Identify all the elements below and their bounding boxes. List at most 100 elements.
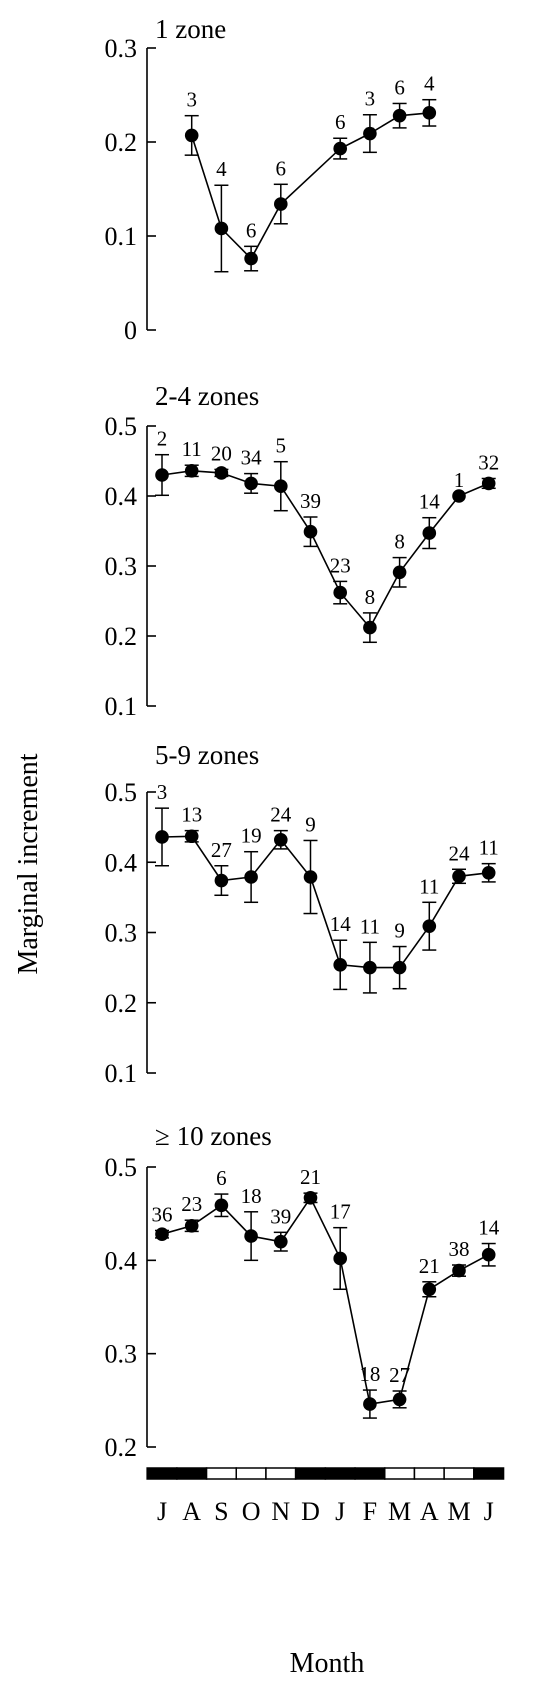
y-tick-label: 0.4 xyxy=(105,1246,138,1275)
y-tick-label: 0.2 xyxy=(105,1433,138,1462)
sample-size-label: 9 xyxy=(394,919,405,943)
month-bar-dark-segment xyxy=(176,1467,208,1480)
month-tick-label: N xyxy=(271,1497,290,1526)
sample-size-label: 24 xyxy=(449,841,471,865)
data-point xyxy=(303,870,318,884)
month-tick-label: F xyxy=(363,1497,377,1526)
panel-title: 5-9 zones xyxy=(155,740,259,770)
data-point xyxy=(392,108,407,123)
y-tick-label: 0.5 xyxy=(105,412,138,441)
y-tick-label: 0.1 xyxy=(105,1059,138,1088)
data-point xyxy=(214,221,229,236)
y-tick-label: 0.2 xyxy=(105,989,138,1018)
month-bar-light-segment xyxy=(413,1467,445,1480)
data-point xyxy=(214,1198,229,1213)
month-bar-dark-segment xyxy=(473,1467,505,1480)
data-point xyxy=(422,526,437,540)
sample-size-label: 27 xyxy=(389,1363,410,1387)
sample-size-label: 11 xyxy=(360,914,380,938)
sample-size-label: 9 xyxy=(305,812,316,836)
month-bar-light-segment xyxy=(265,1467,297,1480)
y-axis-label: Marginal increment xyxy=(13,753,44,974)
sample-size-label: 6 xyxy=(276,156,287,180)
data-point xyxy=(244,870,258,884)
month-tick-label: O xyxy=(242,1497,261,1526)
data-point xyxy=(422,919,437,933)
y-tick-label: 0.3 xyxy=(105,919,138,948)
data-point xyxy=(392,960,407,975)
data-point xyxy=(214,466,229,480)
sample-size-label: 6 xyxy=(246,218,257,242)
data-point xyxy=(452,489,466,503)
sample-size-label: 5 xyxy=(276,434,287,458)
sample-size-label: 2 xyxy=(157,427,168,451)
y-tick-label: 0.1 xyxy=(105,222,138,251)
month-tick-label: A xyxy=(182,1497,201,1526)
data-point xyxy=(481,1247,496,1262)
series-line xyxy=(161,835,489,969)
series-line xyxy=(161,1196,490,1406)
data-point xyxy=(274,832,288,847)
month-bar-dark-segment xyxy=(324,1467,356,1480)
sample-size-label: 8 xyxy=(394,530,405,554)
month-bar-light-segment xyxy=(205,1467,238,1480)
y-tick-label: 0 xyxy=(124,316,137,345)
data-point xyxy=(184,128,199,143)
month-tick-label: D xyxy=(301,1497,320,1526)
data-point xyxy=(363,1397,377,1411)
sample-size-label: 20 xyxy=(211,441,232,465)
sample-size-label: 8 xyxy=(365,585,376,609)
data-point xyxy=(214,873,229,888)
y-tick-label: 0.3 xyxy=(105,552,138,581)
y-tick-label: 0.5 xyxy=(105,1153,138,1182)
sample-size-label: 18 xyxy=(241,1184,262,1208)
month-bar-dark-segment xyxy=(354,1467,386,1480)
sample-size-label: 14 xyxy=(478,1216,500,1240)
data-point xyxy=(274,1234,288,1249)
y-tick-label: 0.1 xyxy=(105,692,138,721)
month-tick-label: A xyxy=(420,1497,439,1526)
month-tick-label: J xyxy=(484,1497,494,1526)
sample-size-label: 3 xyxy=(365,87,376,111)
sample-size-label: 17 xyxy=(330,1200,351,1224)
sample-size-label: 21 xyxy=(300,1165,321,1189)
sample-size-label: 18 xyxy=(359,1362,380,1386)
data-point xyxy=(392,565,407,580)
month-tick-label: J xyxy=(335,1497,345,1526)
data-point xyxy=(452,869,466,884)
data-point xyxy=(244,251,258,266)
data-point xyxy=(184,1219,199,1233)
month-bar-light-segment xyxy=(384,1467,416,1480)
sample-size-label: 14 xyxy=(330,912,352,936)
y-tick-label: 0.4 xyxy=(105,848,138,877)
sample-size-label: 36 xyxy=(152,1202,173,1226)
month-tick-label: J xyxy=(157,1497,167,1526)
data-point xyxy=(155,830,169,844)
y-tick-label: 0.3 xyxy=(105,34,138,63)
data-point xyxy=(303,1191,318,1205)
data-point xyxy=(452,1263,466,1278)
month-bar-light-segment xyxy=(443,1467,475,1480)
y-tick-label: 0.3 xyxy=(105,1340,138,1369)
month-bar-light-segment xyxy=(235,1467,267,1480)
sample-size-label: 32 xyxy=(478,451,499,475)
sample-size-label: 6 xyxy=(394,75,405,99)
panel-title: 2-4 zones xyxy=(155,381,259,411)
data-point xyxy=(274,197,288,211)
sample-size-label: 6 xyxy=(216,1166,227,1190)
panel-title: ≥ 10 zones xyxy=(155,1121,272,1151)
data-point xyxy=(244,476,258,491)
data-point xyxy=(363,620,377,635)
data-point xyxy=(184,829,199,844)
data-point xyxy=(422,1282,437,1297)
panel-title: 1 zone xyxy=(155,14,226,44)
sample-size-label: 6 xyxy=(335,110,346,134)
month-tick-label: M xyxy=(388,1497,411,1526)
data-point xyxy=(303,524,318,539)
sample-size-label: 4 xyxy=(216,157,227,181)
y-tick-label: 0.5 xyxy=(105,778,138,807)
